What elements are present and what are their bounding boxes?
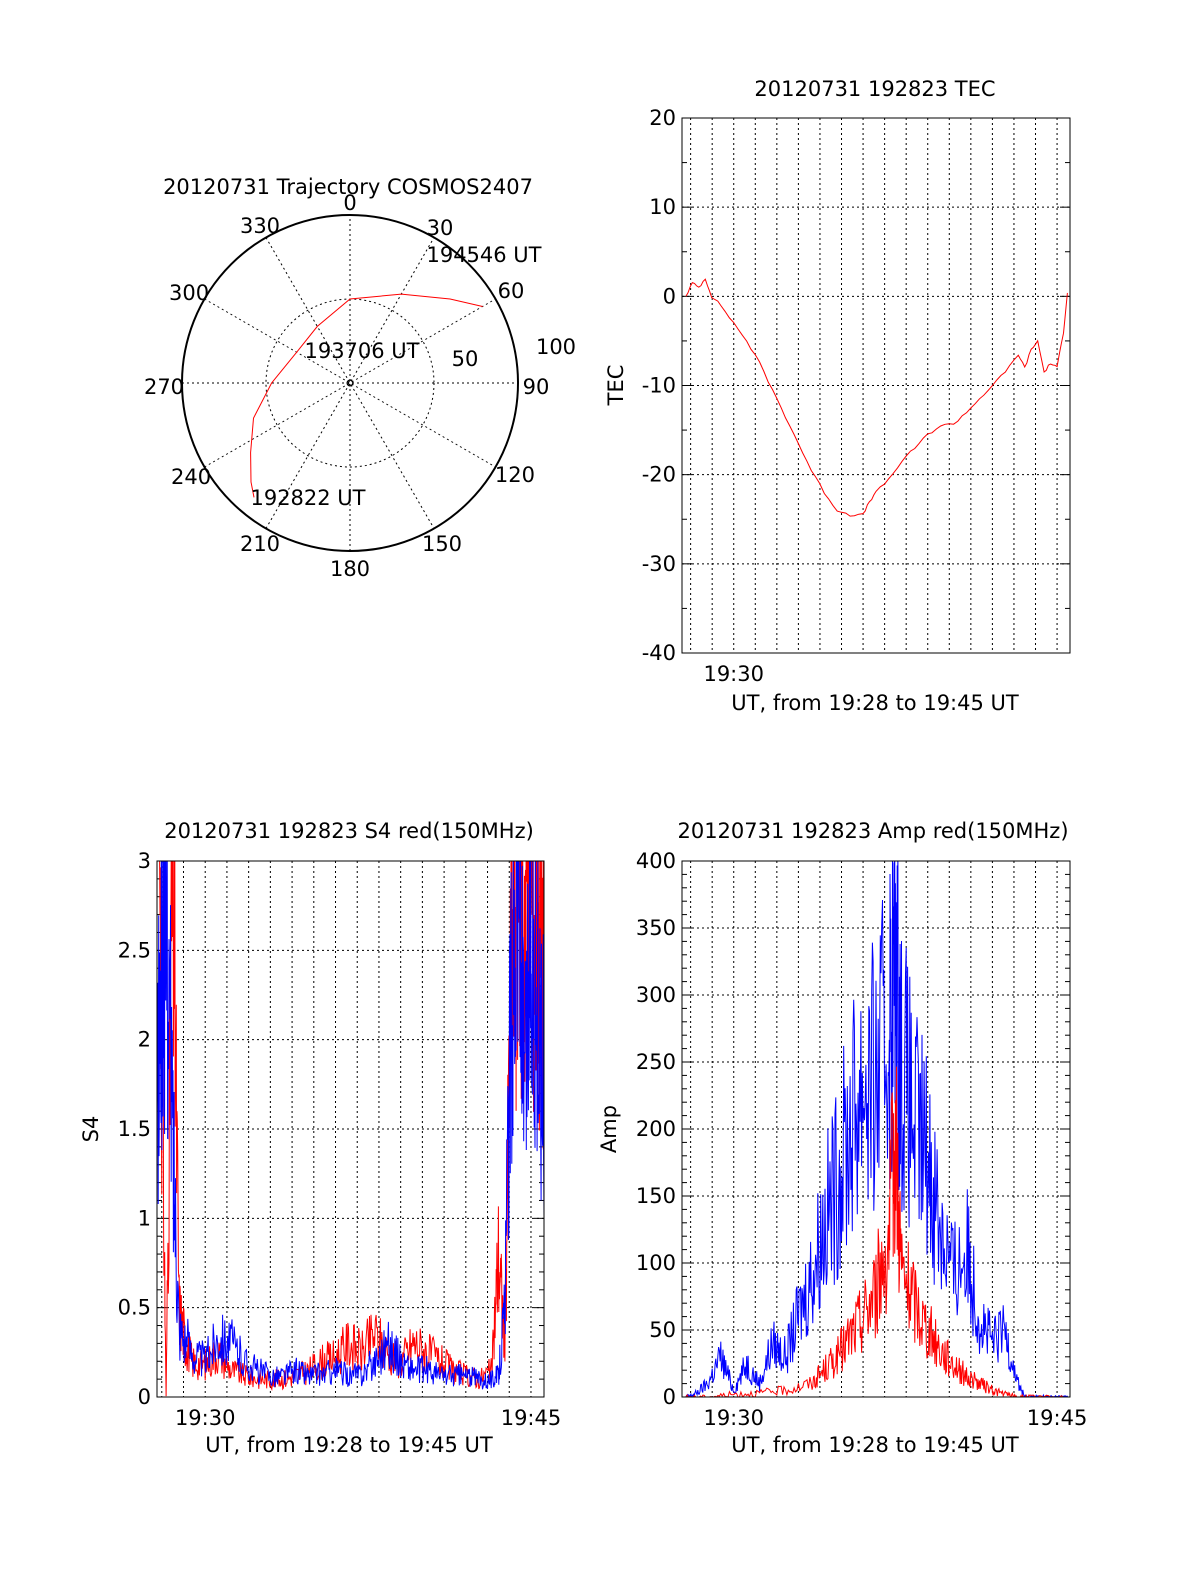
- tec-series-0: [685, 278, 1068, 517]
- s4-x-label: UT, from 19:28 to 19:45 UT: [205, 1433, 493, 1457]
- s4-series-0: [159, 861, 544, 1397]
- elevation-label-50: 50: [452, 347, 479, 371]
- y-tick-label: -40: [642, 641, 676, 665]
- azimuth-label: 60: [498, 279, 525, 303]
- s4-title: 20120731 192823 S4 red(150MHz): [164, 819, 534, 843]
- y-tick-label: -30: [642, 552, 676, 576]
- elevation-label-100: 100: [536, 335, 576, 359]
- y-tick-label: 2.5: [118, 938, 151, 962]
- s4-x-tick-labels: 19:30 19:45: [175, 1406, 561, 1430]
- s4-grid: [157, 861, 544, 1397]
- y-tick-label: 3: [138, 849, 151, 873]
- y-tick-label: 100: [636, 1251, 676, 1275]
- amp-x-label: UT, from 19:28 to 19:45 UT: [731, 1433, 1019, 1457]
- y-tick-label: 200: [636, 1117, 676, 1141]
- azimuth-label: 300: [169, 281, 209, 305]
- s4-y-label: S4: [79, 1116, 103, 1143]
- polar-trajectory-panel: 20120731 Trajectory COSMOS2407 0 30 60 90 12…: [144, 175, 576, 581]
- azimuth-label: 180: [330, 557, 370, 581]
- s4-plot-area: [157, 861, 544, 1397]
- amp-grid: [682, 861, 1070, 1397]
- azimuth-label: 90: [523, 375, 550, 399]
- trajectory-line: [250, 293, 483, 498]
- polar-spokes: [182, 215, 518, 551]
- x-tick-label: 19:30: [703, 662, 764, 686]
- amp-ticks: [682, 860, 1070, 1398]
- y-tick-label: 0: [663, 1385, 676, 1409]
- tec-panel: 20120731 192823 TEC 20 10 0 -10 -20 -30 -40 19…: [604, 77, 1071, 715]
- tec-y-tick-labels: 20 10 0 -10 -20 -30 -40: [642, 106, 676, 665]
- polar-spoke: [265, 237, 435, 529]
- amp-series-1: [685, 1066, 1070, 1397]
- tec-y-label: TEC: [604, 365, 628, 407]
- y-tick-label: 1: [138, 1206, 151, 1230]
- tec-x-label: UT, from 19:28 to 19:45 UT: [731, 691, 1019, 715]
- azimuth-label: 30: [427, 216, 454, 240]
- polar-azimuth-labels: 0 30 60 90 120 150 180 210 240 270 300 330: [144, 191, 549, 581]
- y-tick-label: 2: [138, 1028, 151, 1052]
- tec-ticks: [682, 117, 1070, 654]
- y-tick-label: -20: [642, 463, 676, 487]
- polar-center-mark: [346, 379, 354, 387]
- y-tick-label: 10: [649, 195, 676, 219]
- tec-title: 20120731 192823 TEC: [754, 77, 995, 101]
- amp-panel: 20120731 192823 Amp red(150MHz) 0 50 100 15…: [597, 819, 1087, 1457]
- tec-x-tick-labels: 19:30: [703, 662, 764, 686]
- y-tick-label: 400: [636, 849, 676, 873]
- s4-y-tick-labels: 0 0.5 1 1.5 2 2.5 3: [118, 849, 151, 1409]
- polar-spoke: [204, 298, 496, 468]
- tec-frame: [681, 117, 1071, 654]
- azimuth-label: 210: [240, 532, 280, 556]
- y-tick-label: 300: [636, 983, 676, 1007]
- s4-series-1: [157, 861, 544, 1390]
- trajectory-mid-label: 193706 UT: [304, 339, 419, 363]
- azimuth-label: 270: [144, 375, 184, 399]
- x-tick-label: 19:30: [175, 1406, 236, 1430]
- tec-plot-area: [685, 278, 1068, 517]
- x-tick-label: 19:30: [703, 1406, 764, 1430]
- y-tick-label: -10: [642, 374, 676, 398]
- amp-title: 20120731 192823 Amp red(150MHz): [677, 819, 1068, 843]
- y-tick-label: 250: [636, 1050, 676, 1074]
- azimuth-label: 150: [422, 532, 462, 556]
- y-tick-label: 0.5: [118, 1296, 151, 1320]
- polar-spoke: [265, 237, 435, 529]
- azimuth-label: 0: [343, 191, 356, 215]
- y-tick-label: 20: [649, 106, 676, 130]
- amp-plot-area: [685, 861, 1070, 1397]
- tec-grid: [682, 118, 1070, 653]
- s4-panel: 20120731 192823 S4 red(150MHz) 0 0.5 1 1.5 2…: [79, 819, 561, 1457]
- amp-x-tick-labels: 19:30 19:45: [703, 1406, 1087, 1430]
- y-tick-label: 50: [649, 1318, 676, 1342]
- y-tick-label: 150: [636, 1184, 676, 1208]
- y-tick-label: 1.5: [118, 1117, 151, 1141]
- y-tick-label: 0: [663, 284, 676, 308]
- azimuth-label: 120: [495, 463, 535, 487]
- x-tick-label: 19:45: [1027, 1406, 1088, 1430]
- azimuth-label: 240: [171, 465, 211, 489]
- s4-ticks: [157, 860, 544, 1398]
- polar-spoke: [204, 298, 496, 468]
- y-tick-label: 0: [138, 1385, 151, 1409]
- trajectory-start-label: 192822 UT: [250, 486, 365, 510]
- amp-series-0: [685, 861, 1070, 1397]
- s4-frame: [156, 860, 545, 1398]
- amp-frame: [681, 860, 1071, 1398]
- y-tick-label: 350: [636, 916, 676, 940]
- amp-y-label: Amp: [597, 1105, 621, 1153]
- azimuth-label: 330: [240, 214, 280, 238]
- x-tick-label: 19:45: [501, 1406, 562, 1430]
- trajectory-end-label: 194546 UT: [426, 243, 541, 267]
- amp-y-tick-labels: 0 50 100 150 200 250 300 350 400: [636, 849, 676, 1409]
- polar-title: 20120731 Trajectory COSMOS2407: [163, 175, 533, 199]
